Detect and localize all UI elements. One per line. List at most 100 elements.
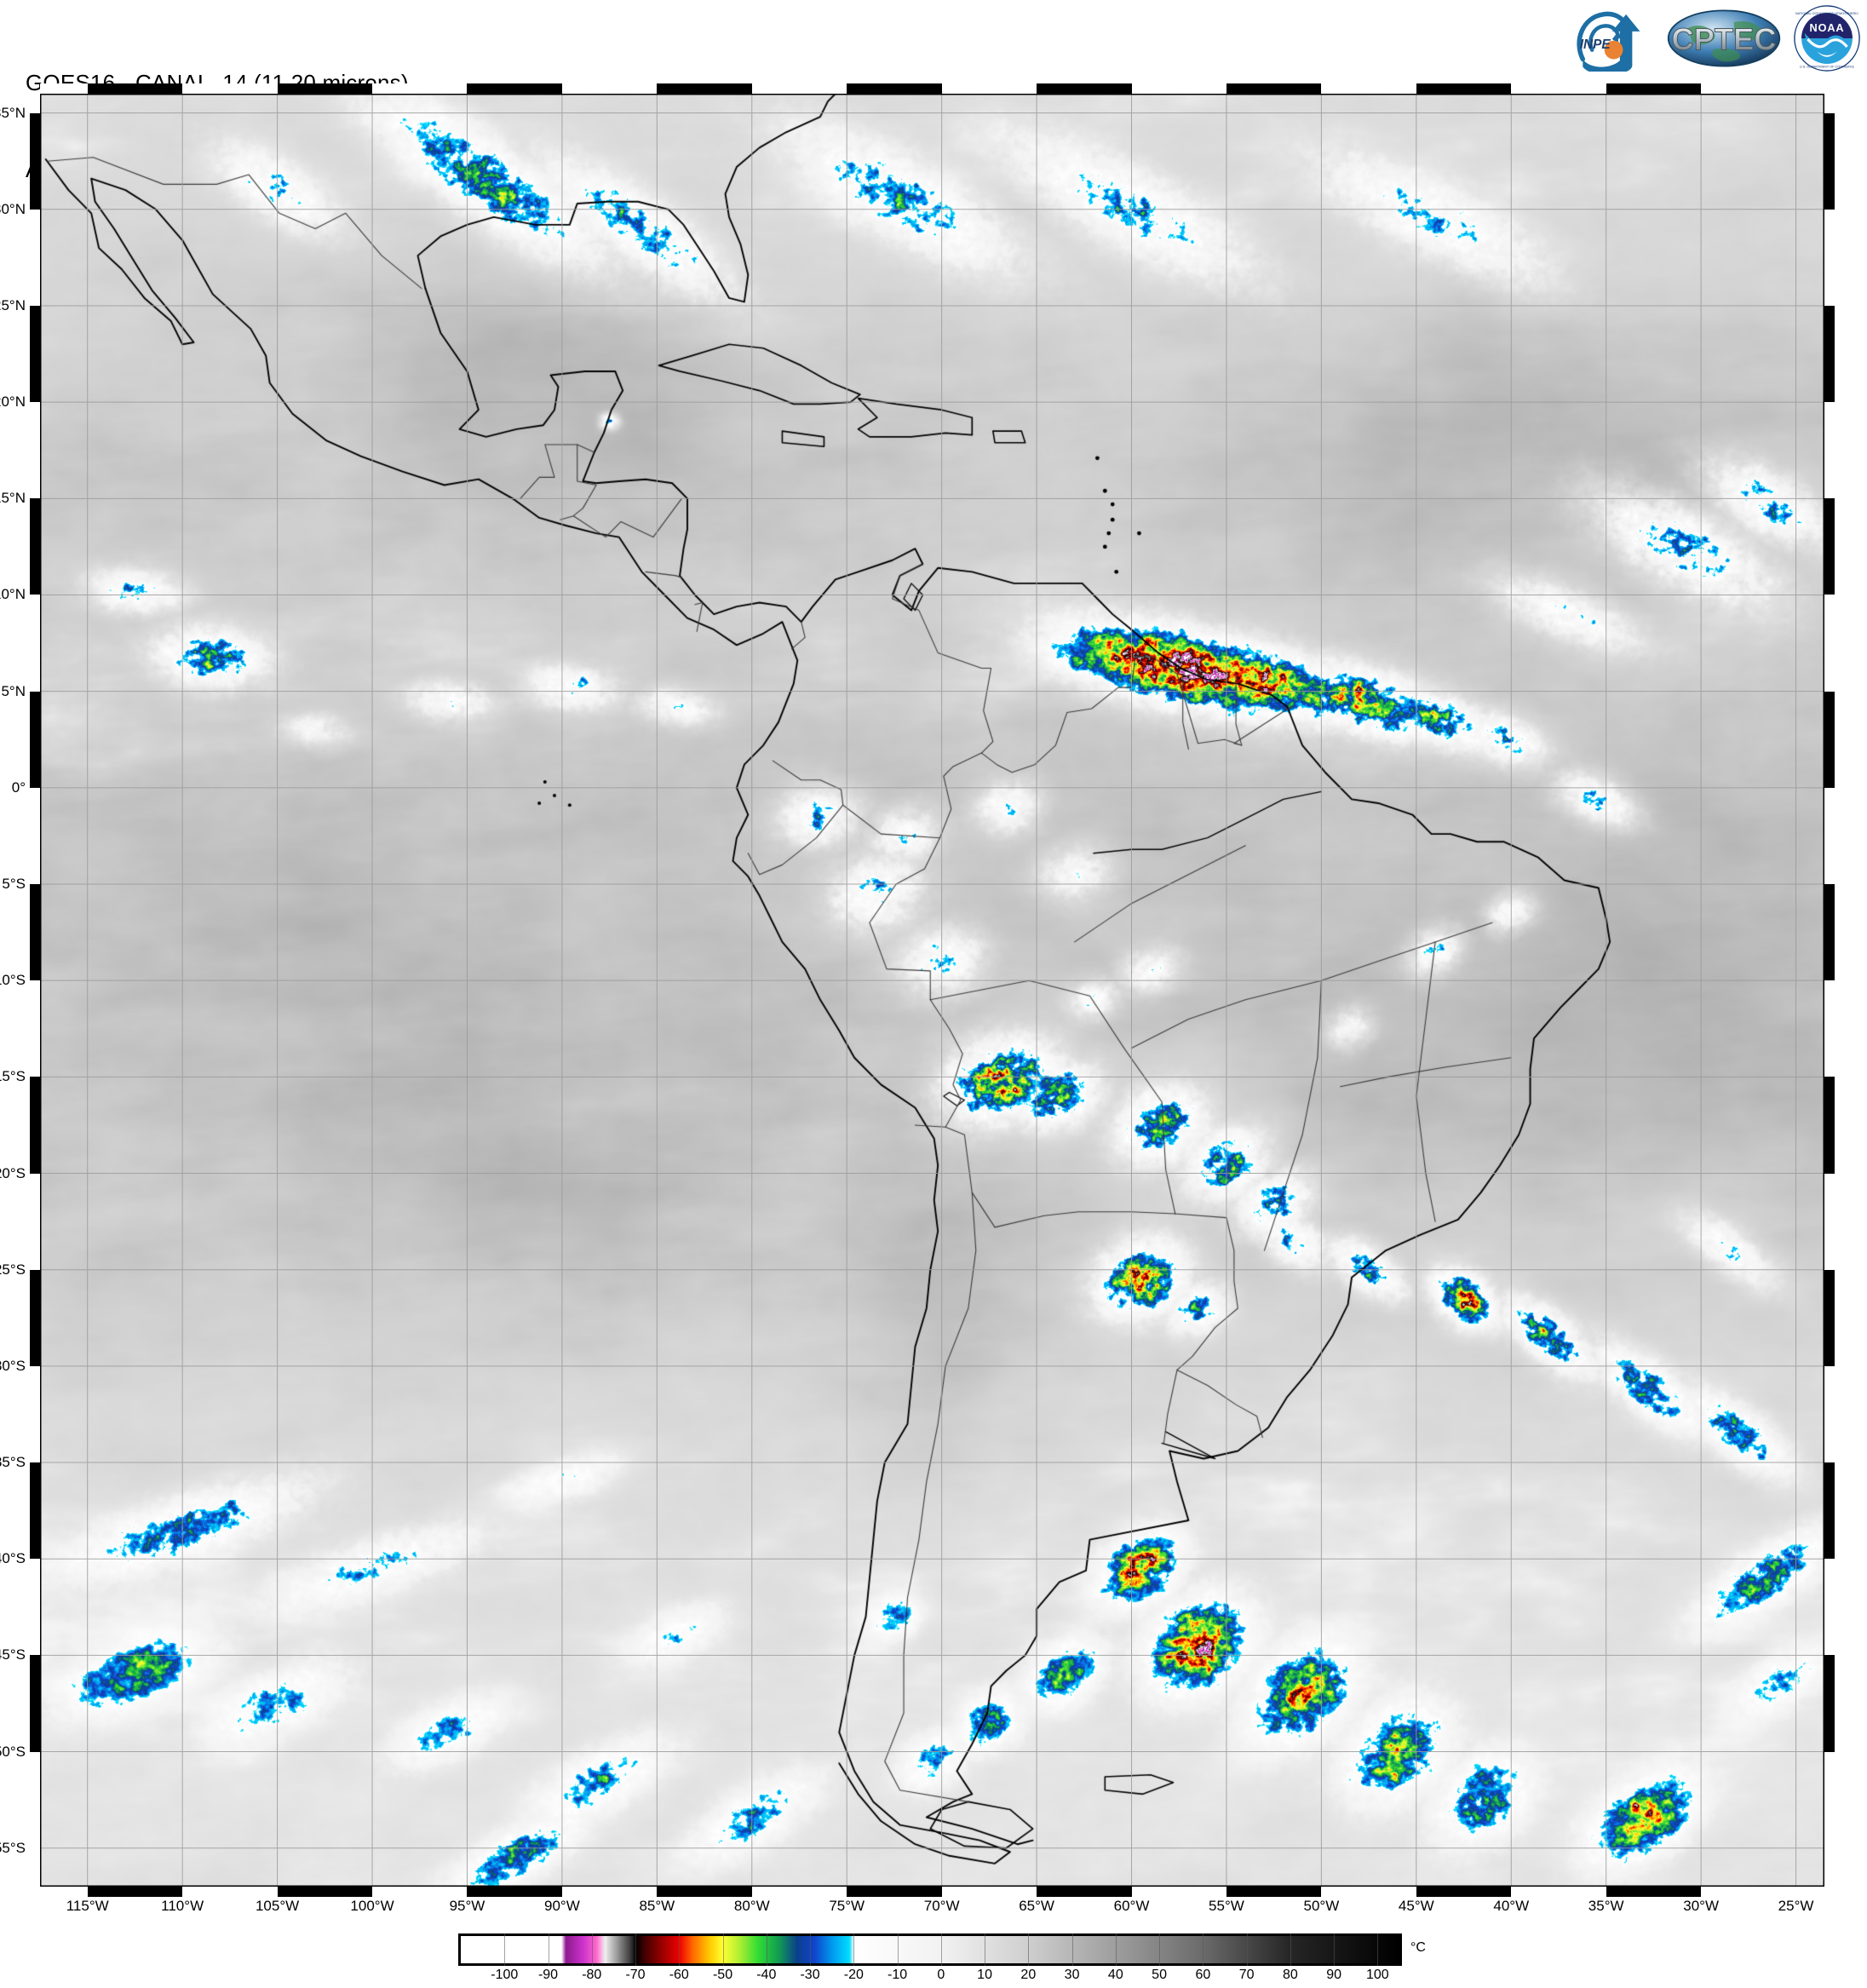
lon-tick-label: 100°W <box>350 1898 394 1914</box>
noaa-logo: NOAA NATIONAL OCEANIC AND ATMOSPHERIC U.… <box>1794 5 1860 72</box>
colorbar-tick-label: 80 <box>1282 1968 1298 1982</box>
lon-tick-label: 85°W <box>639 1898 675 1914</box>
colorbar-tick-label: -10 <box>887 1968 908 1982</box>
lon-tick-label: 35°W <box>1588 1898 1624 1914</box>
lat-tick-label: 10°N <box>0 586 26 603</box>
axis-tick-segment <box>1824 112 1835 210</box>
latitude-axis: 35°N 30°N 25°N 20°N 15°N 10°N 5°N 0° 5°S 10°S 15°S… <box>0 0 29 1983</box>
colorbar-tick-label: 20 <box>1020 1968 1037 1982</box>
colorbar-tick-label: -40 <box>756 1968 777 1982</box>
colorbar-tick <box>897 1933 899 1966</box>
axis-tick-segment <box>847 83 942 94</box>
lat-tick-label: 0° <box>11 779 26 796</box>
colorbar-tick-label: -90 <box>537 1968 559 1982</box>
axis-tick-segment <box>30 1077 40 1174</box>
axis-tick-segment <box>1037 83 1132 94</box>
colorbar-tick-label: 90 <box>1326 1968 1342 1982</box>
lat-tick-label: 25°N <box>0 296 26 313</box>
colorbar-ticks <box>458 1933 1402 1966</box>
svg-text:CPTEC: CPTEC <box>1672 22 1777 57</box>
colorbar-tick-label: 40 <box>1107 1968 1123 1982</box>
axis-tick-segment <box>30 1462 40 1560</box>
lat-tick-label: 10°S <box>0 972 26 989</box>
colorbar-tick <box>1334 1933 1336 1966</box>
logo-bar: INPE CPTEC <box>1569 2 1860 75</box>
lat-tick-label: 50°S <box>0 1743 26 1760</box>
lat-tick-label: 30°N <box>0 200 26 217</box>
colorbar-tick-label: -20 <box>843 1968 864 1982</box>
axis-tick-segment <box>467 83 562 94</box>
lon-tick-label: 25°W <box>1778 1898 1814 1914</box>
lon-tick-label: 45°W <box>1398 1898 1434 1914</box>
colorbar-tick <box>504 1933 506 1966</box>
colorbar-tick <box>1028 1933 1030 1966</box>
lat-tick-label: 45°S <box>0 1646 26 1663</box>
colorbar-tick <box>1115 1933 1117 1966</box>
colorbar-tick-label: -60 <box>669 1968 689 1982</box>
axis-tick-segment <box>277 83 372 94</box>
colorbar-tick <box>1246 1933 1248 1966</box>
axis-tick-segment <box>1824 691 1835 788</box>
lat-tick-label: 15°S <box>0 1068 26 1085</box>
lat-lon-grid <box>40 94 1824 1887</box>
lat-tick-label: 5°S <box>2 876 26 892</box>
axis-tick-segment <box>1416 1887 1512 1897</box>
axis-tick-segment <box>87 83 183 94</box>
lon-tick-label: 105°W <box>255 1898 300 1914</box>
colorbar-tick <box>591 1933 593 1966</box>
satellite-image <box>40 94 1824 1887</box>
axis-tick-segment <box>1606 83 1702 94</box>
inpe-logo: INPE <box>1577 11 1640 72</box>
colorbar-tick-label: -50 <box>712 1968 733 1982</box>
lon-tick-label: 55°W <box>1209 1898 1244 1914</box>
colorbar-tick <box>1290 1933 1291 1966</box>
cptec-logo: CPTEC <box>1667 9 1781 67</box>
colorbar-tick <box>810 1933 812 1966</box>
axis-tick-segment <box>30 691 40 788</box>
axis-tick-segment <box>1824 498 1835 595</box>
axis-tick-segment <box>1226 1887 1322 1897</box>
colorbar-tick-label: 30 <box>1064 1968 1080 1982</box>
axis-tick-segment <box>1606 1887 1702 1897</box>
colorbar-tick-label: 0 <box>937 1968 945 1982</box>
lat-tick-label: 35°S <box>0 1454 26 1471</box>
axis-tick-segment <box>30 112 40 210</box>
colorbar-tick <box>940 1933 942 1966</box>
satellite-map[interactable] <box>40 94 1824 1887</box>
lon-tick-label: 115°W <box>66 1898 109 1914</box>
axis-tick-segment <box>1824 1655 1835 1752</box>
lon-tick-label: 90°W <box>544 1898 580 1914</box>
lon-tick-label: 110°W <box>161 1898 204 1914</box>
colorbar-labels: -100 -90 -80 -70 -60 -50 -40 -30 -20 -10 0 10 20 30 40… <box>0 1968 1867 1988</box>
axis-tick-segment <box>847 1887 942 1897</box>
axis-tick-segment <box>30 305 40 403</box>
lon-tick-label: 70°W <box>923 1898 960 1914</box>
colorbar-tick <box>1159 1933 1161 1966</box>
colorbar-tick-label: -80 <box>582 1968 602 1982</box>
axis-tick-segment <box>1824 884 1835 981</box>
svg-text:U.S. DEPARTMENT OF COMMERCE: U.S. DEPARTMENT OF COMMERCE <box>1800 65 1855 68</box>
axis-tick-segment <box>87 1887 183 1897</box>
lon-tick-label: 60°W <box>1113 1898 1150 1914</box>
svg-text:NATIONAL OCEANIC AND ATMOSPHER: NATIONAL OCEANIC AND ATMOSPHERIC <box>1795 12 1858 15</box>
lon-tick-label: 30°W <box>1683 1898 1720 1914</box>
colorbar-scale[interactable] <box>458 1933 1402 1966</box>
lat-tick-label: 35°N <box>0 104 26 121</box>
header: GOES16 - CANAL_14 (11.20 microns) Améric… <box>0 0 1867 182</box>
lat-tick-label: 40°S <box>0 1550 26 1567</box>
axis-tick-segment <box>30 1655 40 1752</box>
colorbar-gradient <box>461 1936 1399 1963</box>
lon-tick-label: 95°W <box>449 1898 485 1914</box>
lon-tick-label: 75°W <box>829 1898 865 1914</box>
axis-tickbar-top <box>40 83 1824 94</box>
lon-tick-label: 50°W <box>1303 1898 1340 1914</box>
axis-tick-segment <box>30 884 40 981</box>
axis-tickbar-right <box>1824 94 1835 1887</box>
colorbar-tick-label: 10 <box>977 1968 992 1982</box>
colorbar-tick-label: 50 <box>1152 1968 1167 1982</box>
axis-tick-segment <box>1824 305 1835 403</box>
lon-tick-label: 80°W <box>733 1898 770 1914</box>
colorbar-unit-label: °C <box>1410 1940 1426 1955</box>
axis-tick-segment <box>1416 83 1512 94</box>
lon-tick-label: 40°W <box>1493 1898 1530 1914</box>
